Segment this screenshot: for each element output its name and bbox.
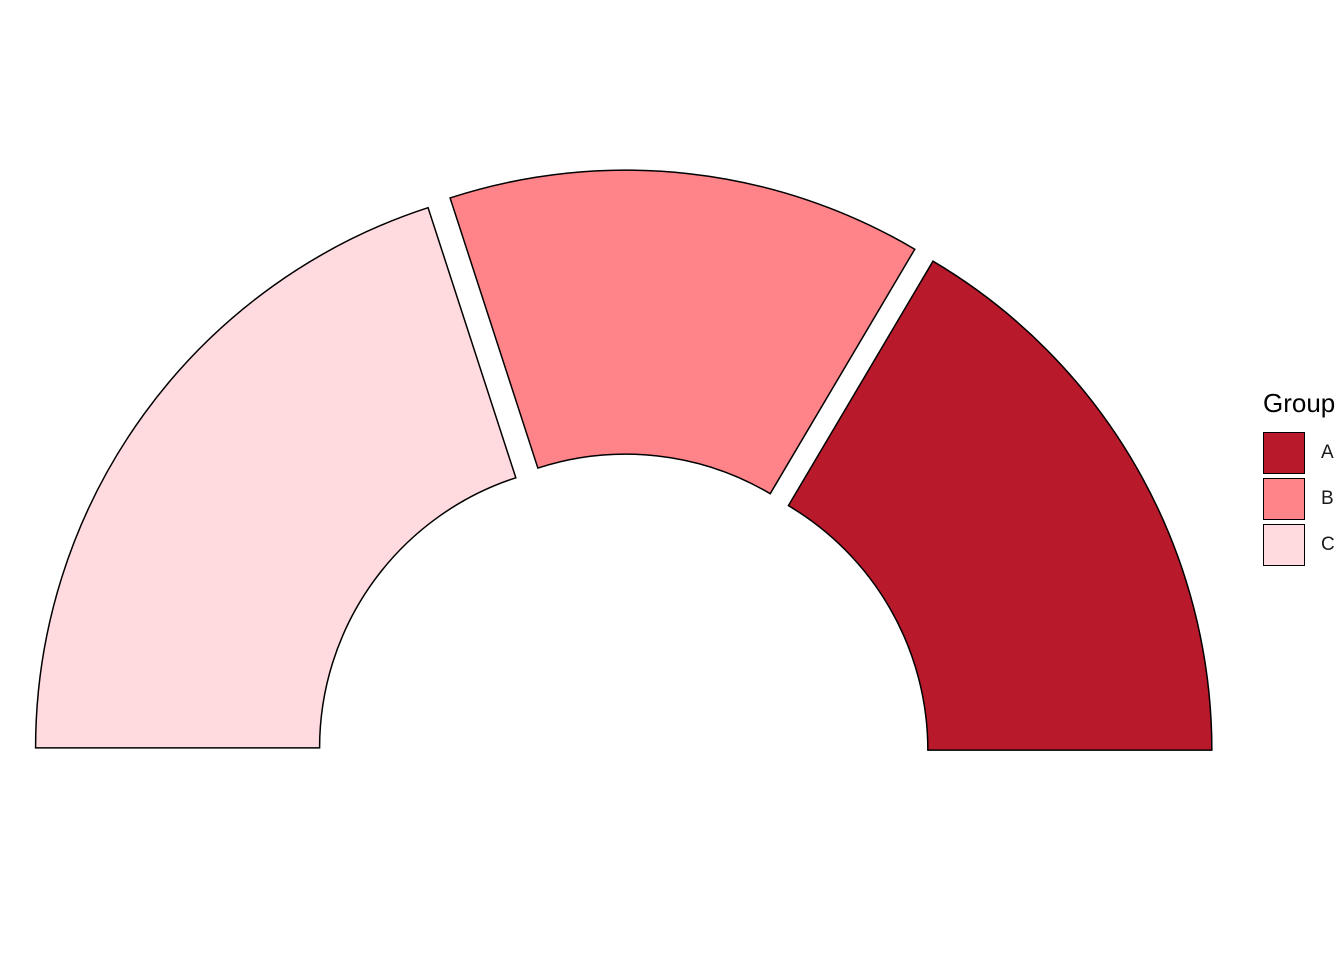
legend-title: Group <box>1263 388 1336 418</box>
legend-label-a: A <box>1321 442 1334 463</box>
legend-item-c: C <box>1263 522 1335 568</box>
slice-a <box>787 260 1213 751</box>
legend-swatch-a <box>1263 432 1305 474</box>
slice-c <box>34 206 517 749</box>
legend-item-b: B <box>1263 476 1335 522</box>
slice-b <box>449 169 916 495</box>
legend-label-b: B <box>1321 488 1334 509</box>
legend-swatch-b <box>1263 478 1305 520</box>
legend-label-c: C <box>1321 534 1335 555</box>
legend: Group A B C <box>1263 388 1335 568</box>
legend-swatch-c <box>1263 524 1305 566</box>
legend-item-a: A <box>1263 430 1335 476</box>
